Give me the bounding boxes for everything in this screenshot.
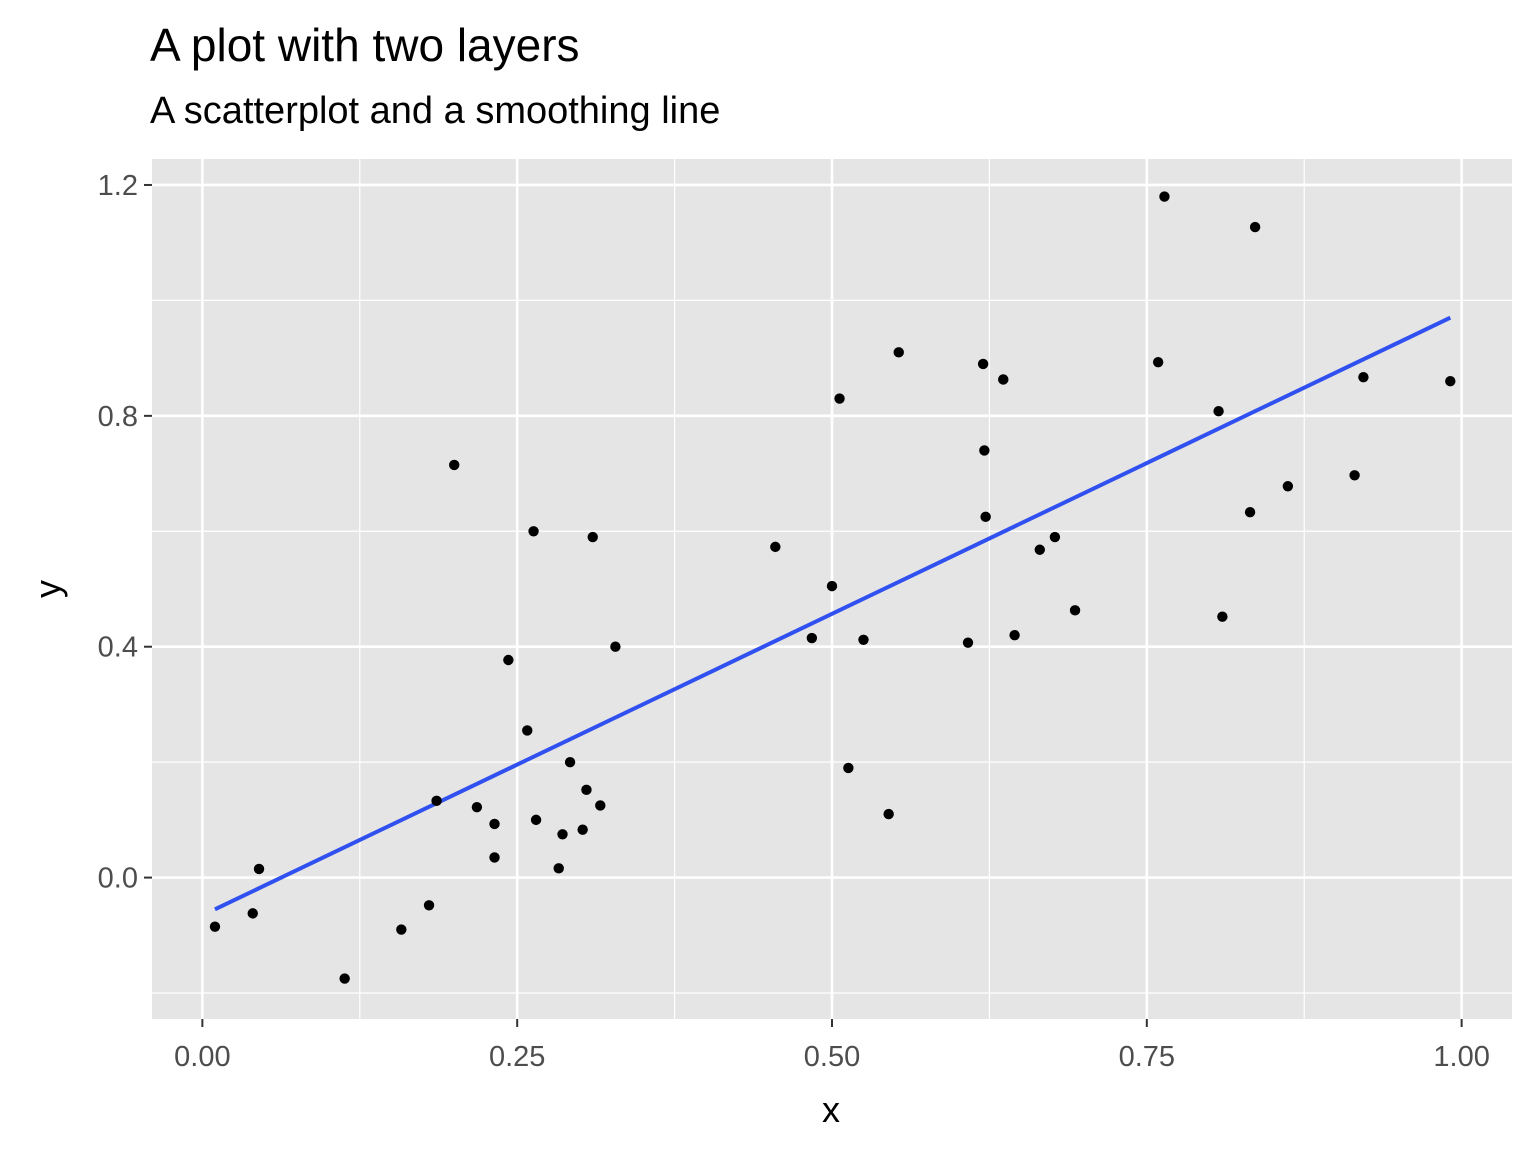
data-point	[962, 637, 974, 648]
data-point	[423, 900, 435, 911]
data-point	[893, 347, 904, 358]
y-tick-label: 1.2	[98, 170, 138, 202]
data-point	[834, 393, 845, 404]
y-axis-title: y	[27, 580, 68, 598]
data-point	[1244, 507, 1256, 518]
data-point	[339, 973, 350, 984]
data-point	[770, 541, 781, 553]
x-tick-label: 0.00	[174, 1041, 230, 1073]
data-point	[471, 801, 483, 813]
data-point	[581, 784, 592, 796]
grid-major	[152, 159, 1512, 1019]
data-point	[1213, 406, 1224, 417]
data-point	[1152, 356, 1164, 368]
x-tick-label: 0.75	[1119, 1041, 1175, 1073]
data-point	[1034, 544, 1045, 555]
data-point	[503, 654, 514, 666]
data-point	[253, 863, 265, 875]
data-point	[449, 459, 460, 471]
data-point	[209, 921, 221, 932]
data-point	[883, 808, 894, 820]
x-axis: 0.00 0.25 0.50 0.75 1.00	[174, 1019, 1490, 1073]
points-layer	[209, 191, 1456, 984]
chart-title: A plot with two layers	[150, 19, 580, 71]
data-point	[826, 580, 838, 592]
data-point	[1349, 470, 1360, 481]
data-point	[530, 814, 542, 826]
data-point	[1069, 605, 1081, 616]
y-axis: 0.0 0.4 0.8 1.2	[98, 170, 152, 895]
y-tick-label: 0.0	[98, 863, 138, 895]
data-point	[489, 818, 500, 830]
data-point	[1217, 611, 1228, 622]
data-point	[858, 634, 869, 645]
data-point	[843, 762, 854, 774]
data-point	[1009, 629, 1020, 641]
chart-subtitle: A scatterplot and a smoothing line	[150, 90, 721, 132]
y-tick-label: 0.8	[98, 401, 138, 433]
data-point	[557, 829, 568, 840]
x-tick-label: 1.00	[1433, 1041, 1489, 1073]
data-point	[980, 511, 991, 523]
data-point	[1358, 371, 1369, 383]
x-tick-label: 0.25	[489, 1041, 545, 1073]
data-point	[489, 852, 500, 863]
data-point	[564, 756, 576, 768]
data-point	[595, 800, 606, 811]
data-point	[553, 863, 564, 874]
data-point	[528, 526, 539, 537]
data-point	[977, 358, 989, 370]
x-axis-title: x	[822, 1089, 840, 1130]
data-point	[1049, 531, 1061, 543]
data-point	[1249, 221, 1261, 233]
data-point	[577, 824, 588, 835]
data-point	[610, 641, 621, 652]
data-point	[998, 374, 1009, 385]
data-point	[1445, 376, 1456, 387]
data-point	[431, 795, 442, 807]
data-point	[979, 445, 990, 456]
y-tick-label: 0.4	[98, 632, 138, 664]
smooth-layer	[214, 315, 1452, 912]
data-point	[587, 531, 598, 543]
data-point	[396, 924, 407, 935]
data-point	[806, 632, 818, 644]
data-point	[522, 725, 533, 736]
data-point	[247, 908, 258, 919]
smooth-line	[214, 315, 1452, 912]
data-point	[1159, 191, 1170, 202]
data-point	[1282, 481, 1294, 492]
x-tick-label: 0.50	[804, 1041, 860, 1073]
